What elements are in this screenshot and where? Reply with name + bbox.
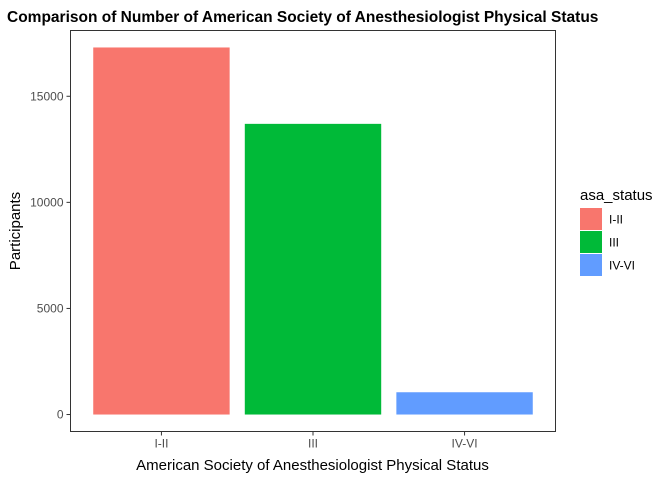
legend-label-iv-vi: IV-VI [609,259,635,273]
bar-iv-vi [396,392,533,415]
y-tick-label: 5000 [37,301,64,315]
y-axis: 0 5000 10000 15000 [30,89,71,422]
y-tick-label: 0 [57,408,64,422]
legend: asa_status I-II III IV-VI [580,187,653,276]
y-tick-label: 10000 [30,195,64,209]
bars-layer [93,47,533,415]
x-axis: I-II III IV-VI [154,431,478,451]
legend-swatch-iv-vi [580,254,602,276]
legend-title: asa_status [580,187,653,204]
x-tick-label: IV-VI [452,437,478,451]
legend-label-iii: III [609,236,619,250]
legend-label-i-ii: I-II [609,213,623,227]
chart-title: Comparison of Number of American Society… [7,9,598,26]
bar-i-ii [93,47,230,415]
y-axis-title: Participants [7,192,24,270]
legend-swatch-iii [580,231,602,253]
x-tick-label: III [308,437,318,451]
y-tick-label: 15000 [30,89,64,103]
x-axis-title: American Society of Anesthesiologist Phy… [136,457,489,474]
legend-swatch-i-ii [580,208,602,230]
x-tick-label: I-II [154,437,168,451]
legend-items: I-II III IV-VI [580,208,635,276]
bar-iii [244,123,382,415]
